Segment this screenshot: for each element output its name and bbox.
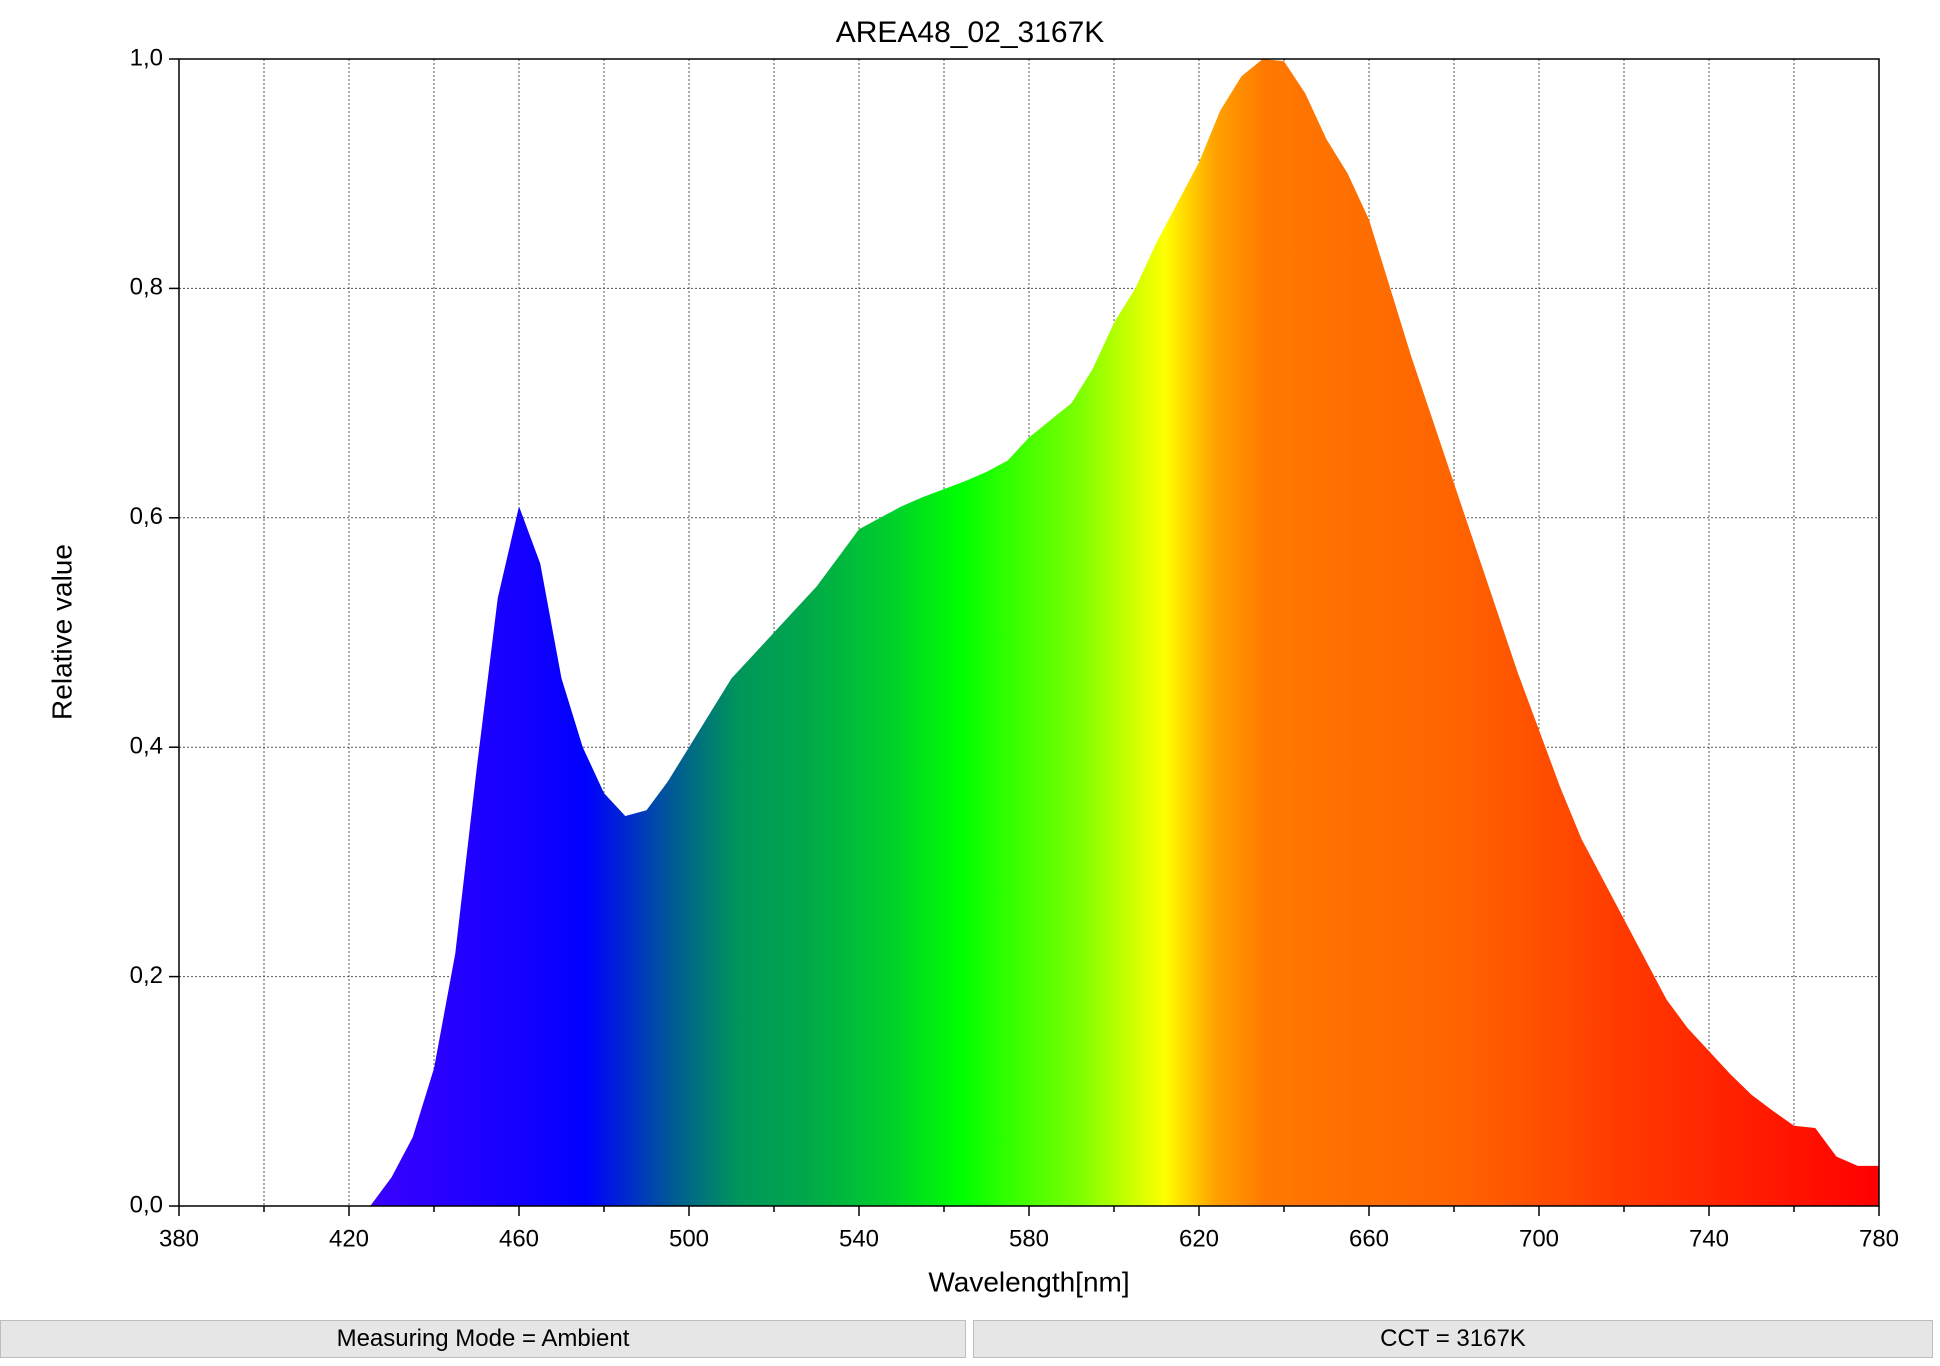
x-tick-label: 620: [1179, 1225, 1219, 1252]
x-tick-label: 540: [839, 1225, 879, 1252]
spectrum-area: [370, 59, 1879, 1206]
y-tick-label: 0,6: [130, 503, 163, 530]
x-tick-label: 780: [1859, 1225, 1899, 1252]
x-axis-label: Wavelength[nm]: [928, 1266, 1129, 1297]
x-tick-label: 580: [1009, 1225, 1049, 1252]
status-mode: Measuring Mode = Ambient: [0, 1320, 966, 1358]
y-tick-label: 0,8: [130, 274, 163, 301]
y-tick-label: 0,2: [130, 962, 163, 989]
x-tick-label: 420: [329, 1225, 369, 1252]
chart-title: AREA48_02_3167K: [836, 16, 1105, 49]
x-tick-label: 380: [159, 1225, 199, 1252]
x-tick-label: 660: [1349, 1225, 1389, 1252]
chart: AREA48_02_3167K Wavelength[nm] Relative …: [46, 16, 1899, 1297]
y-tick-label: 0,0: [130, 1191, 163, 1218]
x-tick-label: 700: [1519, 1225, 1559, 1252]
y-tick-label: 1,0: [130, 44, 163, 71]
x-tick-label: 500: [669, 1225, 709, 1252]
y-tick-label: 0,4: [130, 733, 163, 760]
x-tick-label: 460: [499, 1225, 539, 1252]
x-tick-label: 740: [1689, 1225, 1729, 1252]
status-cct: CCT = 3167K: [973, 1320, 1933, 1358]
y-axis-label: Relative value: [46, 544, 77, 720]
